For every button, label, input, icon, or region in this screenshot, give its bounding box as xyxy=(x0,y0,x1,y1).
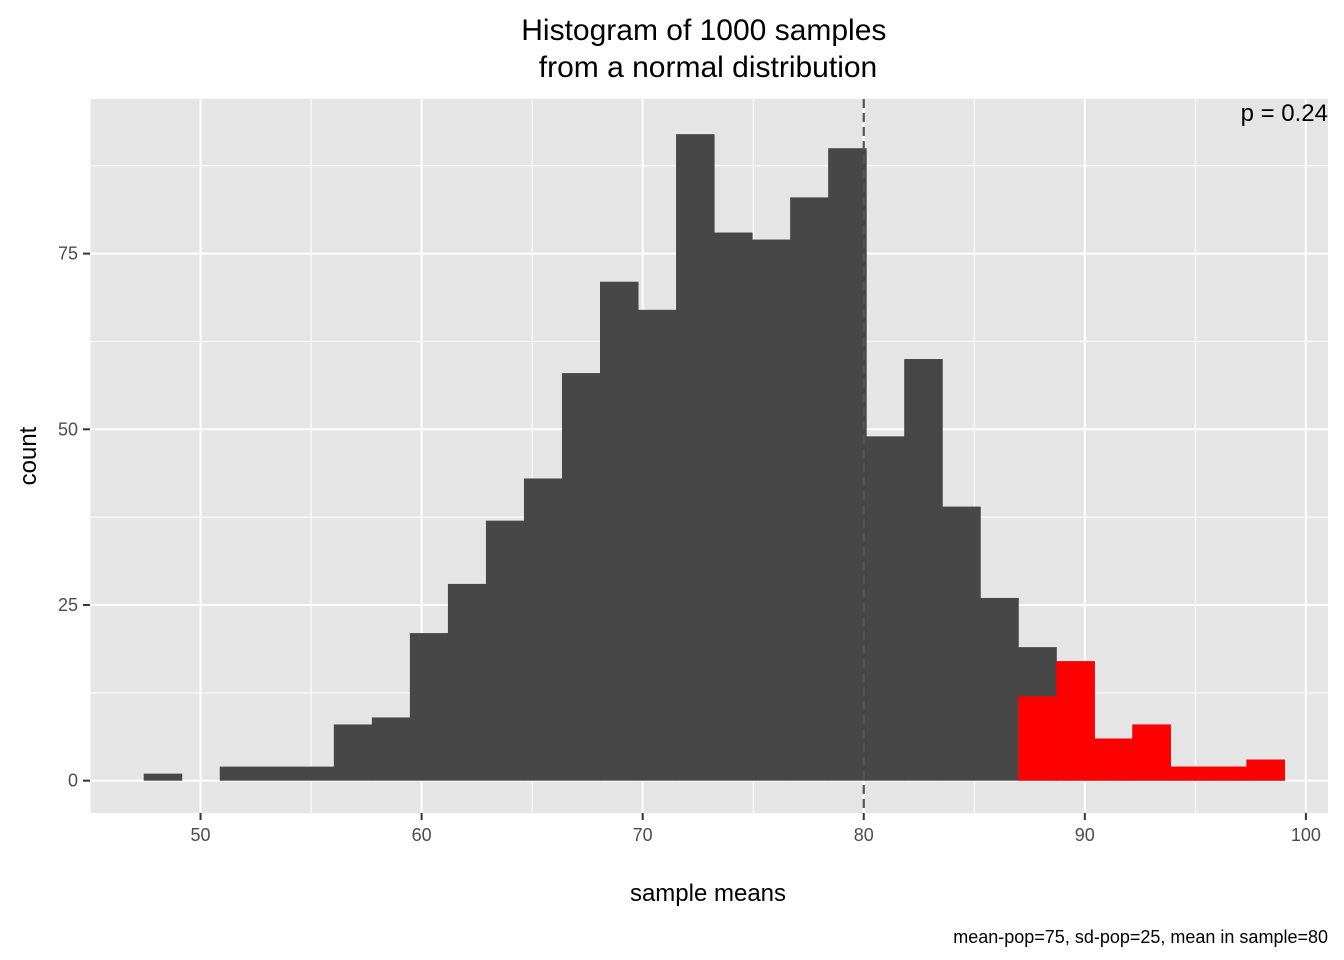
chart-title-line-2: from a normal distribution xyxy=(539,51,877,84)
y-tick-label: 0 xyxy=(68,771,78,791)
histogram-bar xyxy=(638,309,677,781)
y-tick-label: 75 xyxy=(58,244,78,264)
histogram-bar xyxy=(257,766,297,781)
tail-bar xyxy=(1208,766,1247,781)
y-tick-label: 50 xyxy=(58,419,78,439)
histogram-bar xyxy=(485,520,525,781)
histogram-bar xyxy=(676,134,715,781)
histogram-bar xyxy=(904,359,943,781)
histogram-bar xyxy=(333,724,373,781)
histogram-bar xyxy=(447,583,487,781)
y-axis-title: count xyxy=(15,426,42,485)
x-tick-label: 50 xyxy=(191,825,211,845)
histogram-bar xyxy=(714,232,753,781)
histogram-bar xyxy=(523,478,563,781)
histogram-bar xyxy=(942,506,981,781)
x-tick-label: 80 xyxy=(854,825,874,845)
histogram-bar xyxy=(371,717,411,781)
x-tick-label: 70 xyxy=(633,825,653,845)
histogram-bar xyxy=(600,281,639,781)
chart-title: Histogram of 1000 samples from a normal … xyxy=(521,14,895,84)
x-tick-label: 90 xyxy=(1075,825,1095,845)
chart-title-line-1: Histogram of 1000 samples xyxy=(521,14,886,47)
histogram-bar xyxy=(143,773,183,781)
histogram-bar xyxy=(866,436,905,781)
histogram-bar xyxy=(561,373,601,781)
histogram-bar xyxy=(295,766,335,781)
histogram-bar xyxy=(409,633,449,781)
tail-bar xyxy=(1094,738,1133,781)
tail-bar xyxy=(1132,724,1171,781)
histogram-bar xyxy=(219,766,259,781)
histogram-bar xyxy=(790,197,829,781)
tail-bar xyxy=(1018,696,1057,781)
x-axis: 50 60 70 80 90 100 xyxy=(191,813,1321,845)
x-axis-title: sample means xyxy=(630,880,786,907)
chart-caption: mean-pop=75, sd-pop=25, mean in sample=8… xyxy=(953,927,1328,947)
x-tick-label: 60 xyxy=(412,825,432,845)
x-tick-label: 100 xyxy=(1291,825,1321,845)
p-value-annotation: p = 0.24 xyxy=(1241,100,1328,127)
y-axis: 0 25 50 75 xyxy=(58,244,90,791)
bars xyxy=(143,134,1285,781)
tail-bar xyxy=(1170,766,1209,781)
y-tick-label: 25 xyxy=(58,595,78,615)
tail-bar xyxy=(1246,759,1285,781)
histogram-bar xyxy=(980,597,1019,781)
tail-bar xyxy=(1056,661,1095,781)
histogram-bar xyxy=(752,239,791,781)
histogram-bar xyxy=(828,148,867,781)
